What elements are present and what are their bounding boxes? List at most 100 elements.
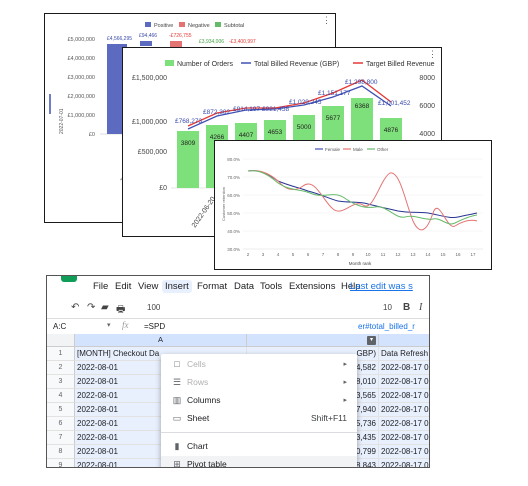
order-label: 4876 [384, 127, 399, 134]
legend-negative: Negative [188, 23, 210, 29]
menu-item-label: Columns [187, 395, 221, 405]
y-left-tick: £0 [159, 185, 167, 192]
font-size-field[interactable]: 10 [383, 303, 392, 312]
retention-chart: Female Male Other 80.0% 70.0% 60.0% 50.0… [221, 147, 483, 266]
cell-c[interactable]: 2022-08-17 0 [379, 389, 429, 403]
bar-label: £4,566,295 [107, 36, 132, 42]
x-tick: 14 [425, 252, 431, 257]
cell-c[interactable]: 2022-08-17 0 [379, 459, 429, 467]
menu-file[interactable]: File [93, 281, 109, 292]
cell-c[interactable]: 2022-08-17 0 [379, 361, 429, 375]
italic-button[interactable]: I [419, 302, 423, 313]
x-tick: 5 [292, 252, 295, 257]
rows-icon: ☰ [172, 377, 182, 387]
y-tick: £2,000,000 [67, 94, 95, 100]
order-label: 6368 [355, 103, 370, 110]
bold-button[interactable]: B [403, 302, 411, 313]
male-line [247, 170, 478, 231]
toolbar: ↶ ↷ ▰ 🖶 100 10 B I [47, 298, 429, 318]
row-header[interactable]: 4 [47, 389, 75, 403]
select-all-corner[interactable] [47, 334, 75, 347]
insert-pivot-table-item[interactable]: ⊞ Pivot table [161, 456, 357, 468]
order-label: 3809 [181, 140, 196, 147]
undo-icon[interactable]: ↶ [71, 302, 80, 313]
menu-edit[interactable]: Edit [115, 281, 132, 292]
legend-positive-swatch [145, 22, 151, 27]
row-header[interactable]: 8 [47, 445, 75, 459]
menu-help[interactable]: Help [341, 281, 361, 292]
legend-target: Target Billed Revenue [366, 61, 435, 68]
filter-dropdown-icon[interactable]: ▾ [367, 336, 376, 345]
paint-format-icon[interactable]: ▰ [101, 302, 109, 313]
more-options-icon[interactable]: ⋮ [322, 15, 331, 25]
order-label: 5677 [326, 115, 341, 122]
insert-rows-item[interactable]: ☰ Rows ▸ [161, 374, 357, 391]
submenu-arrow-icon: ▸ [343, 379, 347, 386]
row-header[interactable]: 7 [47, 431, 75, 445]
menu-data[interactable]: Data [234, 281, 255, 292]
y-right-tick: 6000 [419, 103, 435, 110]
column-header-c[interactable] [379, 334, 429, 347]
menu-item-label: Chart [187, 441, 208, 451]
y-tick: £3,000,000 [67, 75, 95, 81]
sheets-logo-icon[interactable] [61, 276, 77, 282]
y-left-tick: £1,000,000 [132, 119, 167, 126]
legend-positive: Positive [154, 23, 173, 29]
row-header[interactable]: 1 [47, 347, 75, 361]
row-header[interactable]: 9 [47, 459, 75, 467]
bar-label: -£3,400,997 [229, 39, 256, 45]
name-box-dropdown-icon[interactable]: ▾ [107, 322, 111, 329]
y-tick: £0 [89, 132, 95, 138]
order-label: 4266 [210, 134, 225, 141]
cell-c[interactable]: 2022-08-17 0 [379, 445, 429, 459]
insert-chart-item[interactable]: ▮ Chart [161, 438, 357, 455]
menu-item-label: Pivot table [187, 459, 227, 468]
formula-tail[interactable]: er#total_billed_r [358, 322, 415, 331]
bar-positive [140, 41, 152, 46]
y-tick: 80.0% [227, 157, 240, 162]
cell-c[interactable]: 2022-08-17 0 [379, 417, 429, 431]
cell-c[interactable]: 2022-08-17 0 [379, 375, 429, 389]
print-icon[interactable]: 🖶 [116, 304, 126, 315]
row-header[interactable]: 6 [47, 417, 75, 431]
insert-cells-item[interactable]: □ Cells ▸ [161, 356, 357, 373]
revenue-label: £914,197 [233, 106, 260, 113]
x-tick: 11 [381, 252, 386, 257]
y-left-tick: £500,000 [138, 149, 167, 156]
cell-c[interactable]: 2022-08-17 0 [379, 431, 429, 445]
row-header[interactable]: 5 [47, 403, 75, 417]
y-tick: 40.0% [227, 229, 240, 234]
column-header-b[interactable] [247, 334, 379, 347]
y-tick: 50.0% [227, 211, 240, 216]
x-tick: 8 [337, 252, 340, 257]
menu-extensions[interactable]: Extensions [289, 281, 336, 292]
order-label: 4407 [239, 132, 254, 139]
legend-subtotal-swatch [215, 22, 221, 27]
y-tick: 30.0% [227, 247, 240, 252]
fx-icon: fx [122, 320, 129, 330]
menu-insert[interactable]: Insert [162, 280, 192, 293]
y-right-tick: 8000 [419, 75, 435, 82]
cells-icon: □ [174, 359, 180, 369]
menu-bar: File Edit View Insert Format Data Tools … [47, 276, 429, 298]
insert-columns-item[interactable]: ▥ Columns ▸ [161, 392, 357, 409]
menu-view[interactable]: View [138, 281, 159, 292]
columns-icon: ▥ [172, 395, 182, 405]
last-edit-link[interactable]: Last edit was s [350, 281, 413, 292]
more-options-icon[interactable]: ⋮ [428, 49, 437, 59]
cell-c[interactable]: Data Refresh [379, 347, 429, 361]
menu-format[interactable]: Format [197, 281, 228, 292]
formula-text[interactable]: =SPD [144, 322, 166, 331]
menu-tools[interactable]: Tools [260, 281, 283, 292]
submenu-arrow-icon: ▸ [343, 361, 347, 368]
redo-icon[interactable]: ↷ [87, 302, 96, 313]
cell-c[interactable]: 2022-08-17 0 [379, 403, 429, 417]
column-header-a[interactable]: A [75, 334, 247, 347]
zoom-select[interactable]: 100 [147, 303, 161, 312]
insert-sheet-item[interactable]: ▭ Sheet Shift+F11 [161, 410, 357, 427]
row-header[interactable]: 3 [47, 375, 75, 389]
row-header[interactable]: 2 [47, 361, 75, 375]
revenue-label: £1,151,177 [318, 90, 351, 97]
name-box[interactable]: A:C [53, 322, 67, 331]
revenue-label: £1,298,800 [345, 79, 378, 86]
